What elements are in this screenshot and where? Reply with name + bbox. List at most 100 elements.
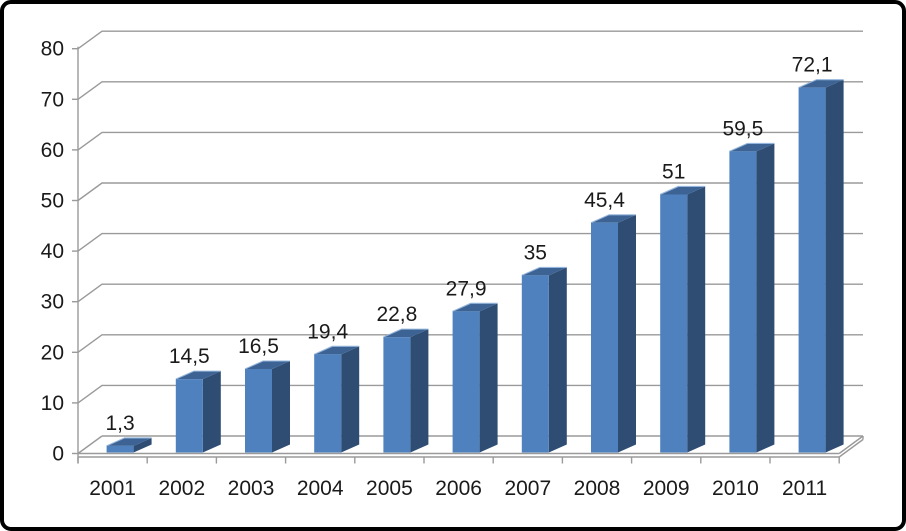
x-tick-label: 2009 [643, 477, 690, 500]
bar-top-highlight [106, 437, 152, 447]
y-tick-label: 10 [41, 392, 64, 415]
bar-top-highlight [244, 360, 290, 370]
bar-side-face [272, 361, 290, 453]
y-axis-labels: 0 10 20 30 40 50 60 70 80 [41, 38, 64, 466]
x-tick-label: 2002 [158, 477, 205, 500]
bar-value-label: 72,1 [792, 54, 833, 77]
bar [175, 370, 221, 453]
y-tick-label: 20 [41, 341, 64, 364]
gridlines [77, 30, 863, 404]
bar [452, 302, 498, 453]
floor-edge [77, 435, 103, 455]
x-axis-labels: 2001 2002 2003 2004 2005 2006 2007 2008 2009 2010… [89, 477, 827, 500]
bar [590, 214, 636, 453]
axes [72, 46, 840, 464]
bar-front-face [798, 87, 826, 453]
bar-value-label: 19,4 [307, 320, 348, 343]
bar [244, 360, 290, 453]
x-tick-label: 2003 [228, 477, 275, 500]
x-tick-label: 2010 [712, 477, 759, 500]
bar-top-face [383, 329, 429, 338]
bar-front-face [314, 354, 342, 453]
bar [798, 79, 844, 453]
bar [383, 328, 429, 453]
bar-side-face [825, 79, 844, 453]
y-tick-label: 40 [41, 240, 64, 263]
y-tick-label: 60 [41, 139, 64, 162]
bar-side-face [756, 143, 775, 453]
value-labels: 1,3 14,5 16,5 19,4 22,8 27,9 35 45,4 51 59,5 72,1 [105, 54, 832, 435]
bar-value-label: 59,5 [722, 117, 763, 140]
bar [521, 266, 567, 453]
bar-front-face [383, 337, 411, 453]
bar [106, 437, 152, 453]
bar-value-label: 45,4 [584, 189, 625, 212]
bar-top-highlight [175, 370, 221, 380]
bar-top-face [452, 303, 498, 312]
x-tick-label: 2008 [574, 477, 621, 500]
bar [659, 185, 706, 453]
bar-side-face [618, 214, 636, 453]
bar-front-face [106, 445, 134, 453]
gridline [77, 30, 863, 50]
gridline [77, 81, 863, 100]
bar-front-face [591, 222, 618, 453]
floor-edge [838, 435, 864, 455]
bar [313, 345, 360, 453]
bar-side-face [341, 346, 360, 453]
y-tick-label: 70 [41, 88, 64, 111]
x-tick-label: 2006 [435, 477, 482, 500]
bar-value-label: 35 [524, 241, 547, 264]
bar-front-face [175, 379, 203, 453]
bar-side-face [410, 329, 429, 453]
floor-edge [838, 438, 864, 458]
x-tick-label: 2001 [89, 477, 136, 500]
gridline [77, 131, 863, 151]
y-tick-label: 80 [41, 38, 64, 61]
bar-front-face [660, 194, 688, 453]
x-tick-label: 2004 [297, 477, 344, 500]
y-tick-label: 0 [52, 443, 64, 466]
bar-front-face [729, 151, 757, 453]
bar-top-highlight [452, 302, 498, 312]
bar-top-face [591, 214, 636, 223]
bar-top-face [175, 371, 221, 380]
bar-top-highlight [383, 328, 429, 338]
bar-top-highlight [521, 266, 567, 276]
bar-top-face [660, 186, 706, 195]
bar-top-highlight [729, 142, 775, 152]
bar-front-face [521, 275, 549, 453]
gridline [77, 182, 863, 202]
bar [729, 142, 775, 453]
bar-top-highlight [313, 345, 360, 355]
x-tick-label: 2007 [504, 477, 551, 500]
bars [106, 79, 844, 453]
bar-value-label: 16,5 [238, 335, 279, 358]
bar-top-highlight [798, 79, 844, 89]
bar-side-face [479, 303, 498, 453]
bar-top-highlight [659, 185, 706, 195]
bar-value-label: 51 [662, 160, 685, 183]
bar-front-face [452, 311, 480, 453]
y-tick-label: 30 [41, 291, 64, 314]
bar-value-label: 27,9 [446, 277, 487, 300]
bar-value-label: 22,8 [376, 303, 417, 326]
bar-side-face [548, 267, 567, 453]
bar-top-face [798, 79, 844, 88]
bar-value-label: 14,5 [169, 345, 210, 368]
x-tick-label: 2005 [366, 477, 413, 500]
bar-top-face [245, 361, 290, 370]
bar-top-face [106, 437, 152, 446]
bar-top-face [314, 346, 360, 355]
bar-front-face [245, 369, 272, 453]
bar-side-face [687, 186, 706, 453]
bar-value-label: 1,3 [105, 412, 134, 435]
y-tick-label: 50 [41, 190, 64, 213]
bar-side-face [133, 437, 152, 453]
bar-side-face [202, 371, 221, 453]
bar-top-face [521, 267, 567, 276]
bar-top-face [729, 143, 775, 152]
x-tick-label: 2011 [782, 477, 827, 500]
